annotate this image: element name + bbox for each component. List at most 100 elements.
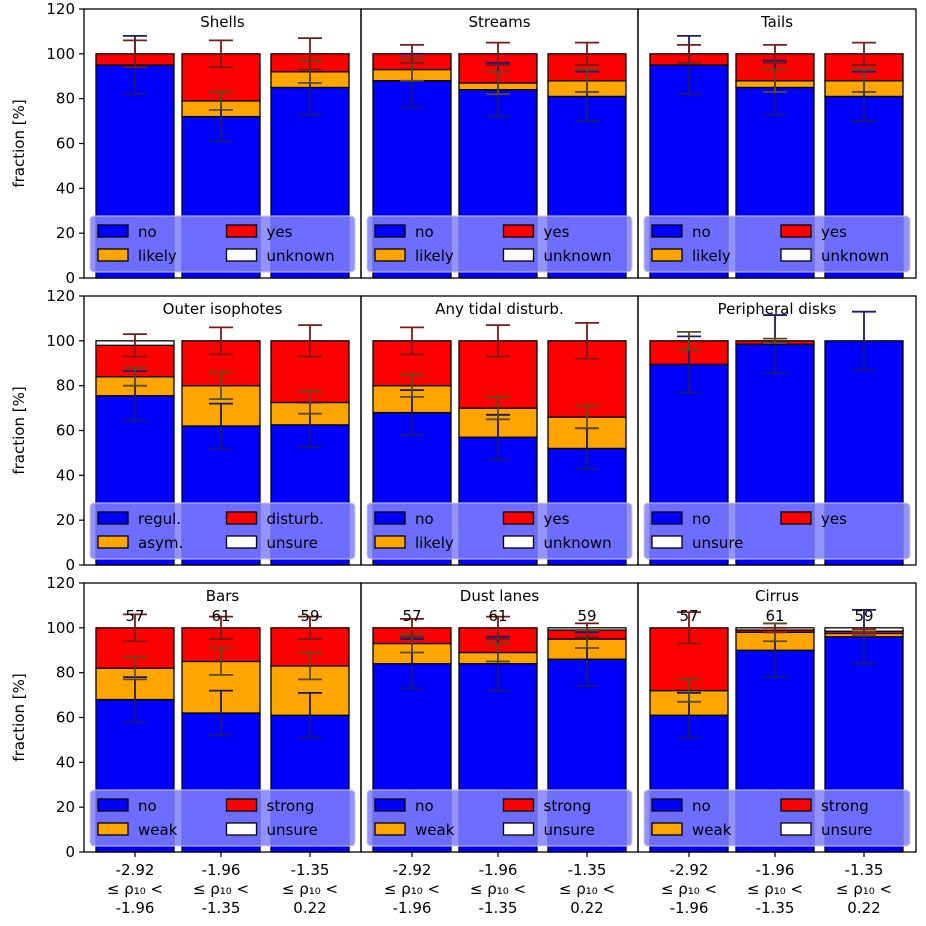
legend-swatch-unsure [780,822,812,836]
sample-count-bin-1: 57 [679,607,698,625]
legend-label-no: no [692,223,711,241]
legend-swatch-weak [651,822,683,836]
y-tick-label: 0 [65,556,75,574]
legend-swatch-strong [502,798,535,812]
x-tick-label-top: -1.96 [479,861,518,879]
panel-streams: Streams no likely yes unknown [360,8,639,279]
y-tick-label: 0 [65,269,75,287]
legend-swatch-no [374,224,406,238]
legend-swatch-yes [780,511,812,525]
y-tick-label: 40 [56,753,75,771]
panel-title: Cirrus [755,587,799,605]
sample-count-bin-1: 57 [125,607,144,625]
legend-label-unknown: unknown [267,247,335,265]
legend-swatch-asym [97,535,129,549]
legend-swatch-no [374,511,406,525]
legend-label-likely: likely [415,534,454,552]
legend-swatch-unsure [225,535,258,549]
legend-label-no: no [138,797,157,815]
y-tick-label: 80 [56,664,75,682]
x-tick-label-top: -2.92 [116,861,155,879]
y-tick-label: 120 [46,287,75,305]
panel-title: Tails [760,13,793,31]
legend-swatch-disturb [225,511,258,525]
panel-title: Peripheral disks [718,300,837,318]
legend-swatch-no [97,798,129,812]
y-tick-label: 100 [46,45,75,63]
legend-label-weak: weak [692,821,732,839]
y-axis-label: fraction [%] [10,386,28,474]
x-tick-label-bottom: -1.35 [479,899,518,917]
x-tick-label-bottom: 0.22 [570,899,603,917]
panel-peripheral-disks: Peripheral disks no unsure yes [637,295,917,566]
legend-swatch-unsure [225,822,258,836]
legend-swatch-yes [502,511,535,525]
x-tick-label-bottom: 0.22 [293,899,326,917]
y-tick-label: 60 [56,135,75,153]
legend-swatch-no [374,798,406,812]
y-tick-label: 20 [56,511,75,529]
y-tick-label: 60 [56,709,75,727]
panel-frame [637,295,917,566]
legend-label-no: no [415,797,434,815]
legend-swatch-likely [374,248,406,262]
legend-label-asym: asym. [138,534,183,552]
x-tick-label-top: -1.35 [845,861,884,879]
x-tick-label-mid: ≤ ρ₁₀ < [282,880,338,898]
y-axis-label: fraction [%] [10,99,28,187]
legend-swatch-likely [97,248,129,262]
legend-label-unsure: unsure [821,821,872,839]
y-tick-label: 20 [56,224,75,242]
x-tick-label-top: -2.92 [393,861,432,879]
x-tick-label-top: -1.96 [202,861,241,879]
legend-label-yes: yes [544,223,570,241]
panel-title: Outer isophotes [163,300,283,318]
y-tick-label: 0 [65,843,75,861]
legend-label-yes: yes [544,510,570,528]
x-tick-label-mid: ≤ ρ₁₀ < [470,880,526,898]
x-tick-label-mid: ≤ ρ₁₀ < [384,880,440,898]
legend-label-yes: yes [267,223,293,241]
y-tick-label: 80 [56,90,75,108]
legend-box [643,215,911,273]
legend-swatch-no [651,798,683,812]
y-tick-label: 20 [56,798,75,816]
legend-swatch-weak [97,822,129,836]
x-tick-label-bottom: -1.96 [393,899,432,917]
panel-bars: 57 61 59 Bars no weak strong unsure 0 20 40 60 80 100… [10,574,362,917]
sample-count-bin-1: 57 [402,607,421,625]
legend-swatch-yes [780,224,812,238]
y-tick-label: 120 [46,0,75,18]
panel-title: Streams [468,13,530,31]
y-axis-label: fraction [%] [10,673,28,761]
legend-label-unsure: unsure [544,821,595,839]
legend-swatch-weak [374,822,406,836]
x-tick-label-top: -1.35 [291,861,330,879]
panel-frame [637,582,917,853]
legend-swatch-likely [651,248,683,262]
y-tick-label: 120 [46,574,75,592]
x-tick-label-top: -1.96 [756,861,795,879]
legend-box [366,789,633,847]
x-tick-label-bottom: -1.35 [202,899,241,917]
y-tick-label: 40 [56,179,75,197]
y-tick-label: 40 [56,466,75,484]
legend-swatch-yes [502,224,535,238]
panel-tails: Tails no likely yes unknown [637,8,917,279]
legend-swatch-unknown [502,248,535,262]
legend-label-no: no [692,797,711,815]
legend-swatch-regul [97,511,129,525]
panel-shells: Shells no likely yes unknown 0 20 40 60 80 100 120 f… [10,0,362,287]
legend-label-likely: likely [692,247,731,265]
legend-label-no: no [415,223,434,241]
legend-label-no: no [692,510,711,528]
y-tick-label: 80 [56,377,75,395]
legend-label-unknown: unknown [821,247,889,265]
x-tick-label-bottom: -1.96 [116,899,155,917]
legend-label-no: no [415,510,434,528]
legend-label-strong: strong [267,797,315,815]
legend-label-regul: regul. [138,510,181,528]
legend-swatch-strong [225,798,258,812]
